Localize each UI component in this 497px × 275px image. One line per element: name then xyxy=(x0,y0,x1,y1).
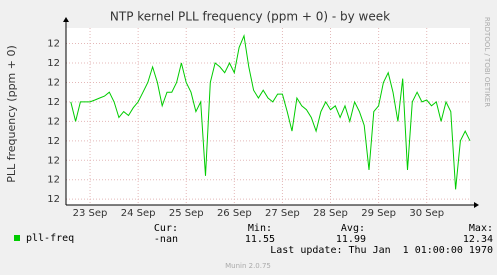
summary-header: Avg: xyxy=(341,223,365,234)
summary-value: 11.99 xyxy=(336,234,366,245)
y-tick-label: 12 xyxy=(47,136,60,147)
y-tick-label: 12 xyxy=(47,194,60,205)
x-tick-label: 30 Sep xyxy=(409,208,444,219)
y-tick-label: 12 xyxy=(47,77,60,88)
x-axis-arrow xyxy=(474,202,479,208)
x-tick-label: 25 Sep xyxy=(169,208,204,219)
y-tick-label: 12 xyxy=(47,155,60,166)
legend-label: pll-freq xyxy=(26,233,74,244)
grid xyxy=(66,28,470,205)
y-tick-label: 12 xyxy=(47,39,60,50)
x-tick-label: 26 Sep xyxy=(217,208,252,219)
summary-value: -nan xyxy=(154,234,178,245)
y-tick-label: 12 xyxy=(47,116,60,127)
summary-header: Cur: xyxy=(154,223,178,234)
last-update: Last update: Thu Jan 1 01:00:00 1970 xyxy=(270,245,493,256)
data-line xyxy=(70,33,471,190)
summary-header: Max: xyxy=(469,223,493,234)
y-tick-label: 12 xyxy=(47,175,60,186)
footer: Munin 2.0.75 xyxy=(225,262,271,270)
legend-swatch xyxy=(14,235,20,241)
chart-title: NTP kernel PLL frequency (ppm + 0) - by … xyxy=(110,10,390,24)
summary-header: Min: xyxy=(248,223,272,234)
y-tick-label: 12 xyxy=(47,58,60,69)
x-tick-label: 24 Sep xyxy=(121,208,156,219)
x-tick-label: 29 Sep xyxy=(361,208,396,219)
plot-area xyxy=(66,28,470,205)
x-tick-label: 27 Sep xyxy=(265,208,300,219)
side-label: RRDTOOL / TOBI OETIKER xyxy=(483,17,491,107)
summary-value: 12.34 xyxy=(463,234,493,245)
x-tick-label: 23 Sep xyxy=(73,208,108,219)
y-tick-label: 12 xyxy=(47,97,60,108)
y-axis-label: PLL frequency (ppm + 0) xyxy=(5,45,18,183)
summary-value: 11.55 xyxy=(245,234,275,245)
y-axis-arrow xyxy=(63,17,69,22)
x-tick-label: 28 Sep xyxy=(313,208,348,219)
marks xyxy=(70,33,471,190)
